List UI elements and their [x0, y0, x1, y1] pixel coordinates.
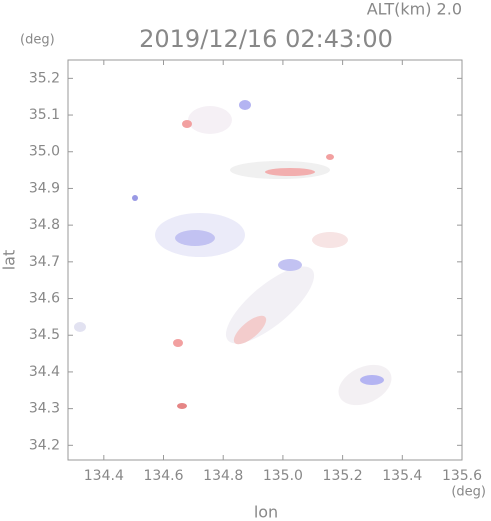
y-tick-label: 34.7	[29, 254, 60, 270]
echo-patch	[326, 154, 334, 160]
y-tick-label: 34.4	[29, 364, 60, 380]
y-tick-label: 34.9	[29, 180, 60, 196]
x-tick-label: 135.2	[323, 468, 363, 484]
y-tick-label: 34.5	[29, 327, 60, 343]
x-tick-label: 135.4	[382, 468, 422, 484]
x-axis-label: lon	[254, 503, 278, 521]
y-tick-label: 35.2	[29, 70, 60, 86]
echo-patch	[360, 375, 384, 385]
echo-patch	[312, 232, 348, 248]
x-tick-label: 135.0	[263, 468, 303, 484]
echo-field	[74, 100, 392, 409]
echo-patch	[233, 315, 267, 345]
echo-patch	[74, 322, 86, 332]
y-tick-label: 34.2	[29, 437, 60, 453]
plot-frame	[67, 59, 463, 461]
echo-patch	[239, 100, 251, 110]
echo-patch	[177, 403, 187, 409]
subtitle: ALT(km) 2.0	[367, 0, 462, 19]
x-tick-label: 134.6	[143, 468, 183, 484]
echo-patch	[188, 106, 232, 134]
echo-patch	[338, 364, 392, 406]
echo-patch	[182, 120, 192, 128]
echo-patch	[132, 195, 138, 201]
echo-patch	[278, 259, 302, 271]
echo-patch	[173, 339, 183, 347]
y-tick-label: 34.8	[29, 217, 60, 233]
chart-title: 2019/12/16 02:43:00	[139, 25, 393, 53]
y-unit: (deg)	[20, 33, 55, 48]
echo-patch	[225, 266, 315, 344]
y-tick-label: 35.0	[29, 144, 60, 160]
x-tick-label: 134.4	[84, 468, 124, 484]
echo-patch	[265, 168, 315, 176]
y-axis-label: lat	[0, 250, 19, 271]
y-tick-label: 34.6	[29, 291, 60, 307]
x-unit: (deg)	[451, 485, 486, 500]
x-tick-label: 134.8	[203, 468, 243, 484]
y-tick-label: 35.1	[29, 107, 60, 123]
y-tick-label: 34.3	[29, 401, 60, 417]
x-tick-label: 135.6	[442, 468, 482, 484]
echo-patch	[175, 230, 215, 246]
